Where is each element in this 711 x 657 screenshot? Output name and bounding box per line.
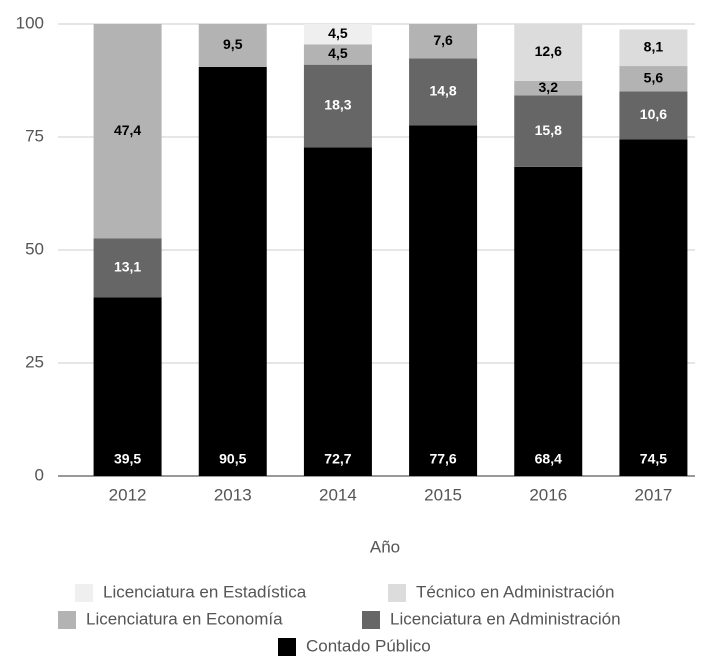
legend-label: Licenciatura en Estadística — [103, 582, 307, 601]
value-label: 90,5 — [219, 451, 246, 467]
value-label: 4,5 — [328, 25, 348, 41]
bar-segment — [619, 66, 688, 92]
legend-label: Licenciatura en Economía — [86, 609, 283, 628]
bar-segment — [93, 238, 162, 298]
value-label: 9,5 — [223, 36, 243, 52]
value-label: 18,3 — [324, 97, 351, 113]
bar-segment — [198, 66, 267, 476]
bar-segment — [93, 297, 162, 476]
value-label: 74,5 — [640, 451, 667, 467]
y-tick-label: 25 — [25, 352, 44, 371]
value-label: 14,8 — [429, 83, 456, 99]
value-label: 5,6 — [644, 69, 664, 85]
value-label: 8,1 — [644, 38, 664, 54]
legend-swatch — [58, 611, 76, 629]
bar-segment — [619, 91, 688, 140]
bar-segment — [514, 80, 583, 96]
bar-segment — [619, 139, 688, 476]
y-tick-label: 100 — [16, 13, 44, 32]
bar-segment — [409, 58, 478, 126]
bar-segment — [303, 147, 372, 476]
legend-swatch — [75, 584, 93, 602]
legend-swatch — [362, 611, 380, 629]
x-tick-label: 2013 — [214, 485, 252, 504]
x-tick-label: 2015 — [424, 485, 462, 504]
legend-label: Contado Público — [306, 636, 431, 655]
legend-swatch — [388, 584, 406, 602]
value-label: 77,6 — [429, 451, 456, 467]
bar-segment — [303, 64, 372, 148]
x-tick-label: 2012 — [109, 485, 147, 504]
y-tick-label: 0 — [35, 465, 44, 484]
bar-segment — [303, 24, 372, 45]
bar-segment — [303, 44, 372, 65]
y-tick-label: 50 — [25, 239, 44, 258]
value-label: 4,5 — [328, 45, 348, 61]
bar-segment — [93, 24, 162, 239]
x-tick-label: 2014 — [319, 485, 357, 504]
value-label: 39,5 — [114, 451, 141, 467]
x-tick-label: 2016 — [529, 485, 567, 504]
legend-swatch — [278, 638, 296, 656]
value-label: 15,8 — [535, 122, 562, 138]
value-label: 72,7 — [324, 451, 351, 467]
x-axis-label: Año — [370, 537, 400, 556]
legend-label: Técnico en Administración — [416, 582, 614, 601]
value-label: 3,2 — [539, 79, 559, 95]
value-label: 7,6 — [433, 32, 453, 48]
bar-segment — [409, 24, 478, 59]
value-label: 47,4 — [114, 122, 141, 138]
value-label: 10,6 — [640, 106, 667, 122]
y-tick-label: 75 — [25, 126, 44, 145]
value-label: 12,6 — [535, 43, 562, 59]
x-tick-label: 2017 — [635, 485, 673, 504]
bar-segment — [514, 166, 583, 476]
value-label: 13,1 — [114, 259, 141, 275]
legend-label: Licenciatura en Administración — [390, 609, 621, 628]
bar-segment — [619, 29, 688, 67]
bar-segment — [514, 24, 583, 81]
bar-segment — [198, 24, 267, 67]
value-label: 68,4 — [535, 451, 562, 467]
bar-segment — [409, 125, 478, 477]
bar-segment — [514, 95, 583, 167]
